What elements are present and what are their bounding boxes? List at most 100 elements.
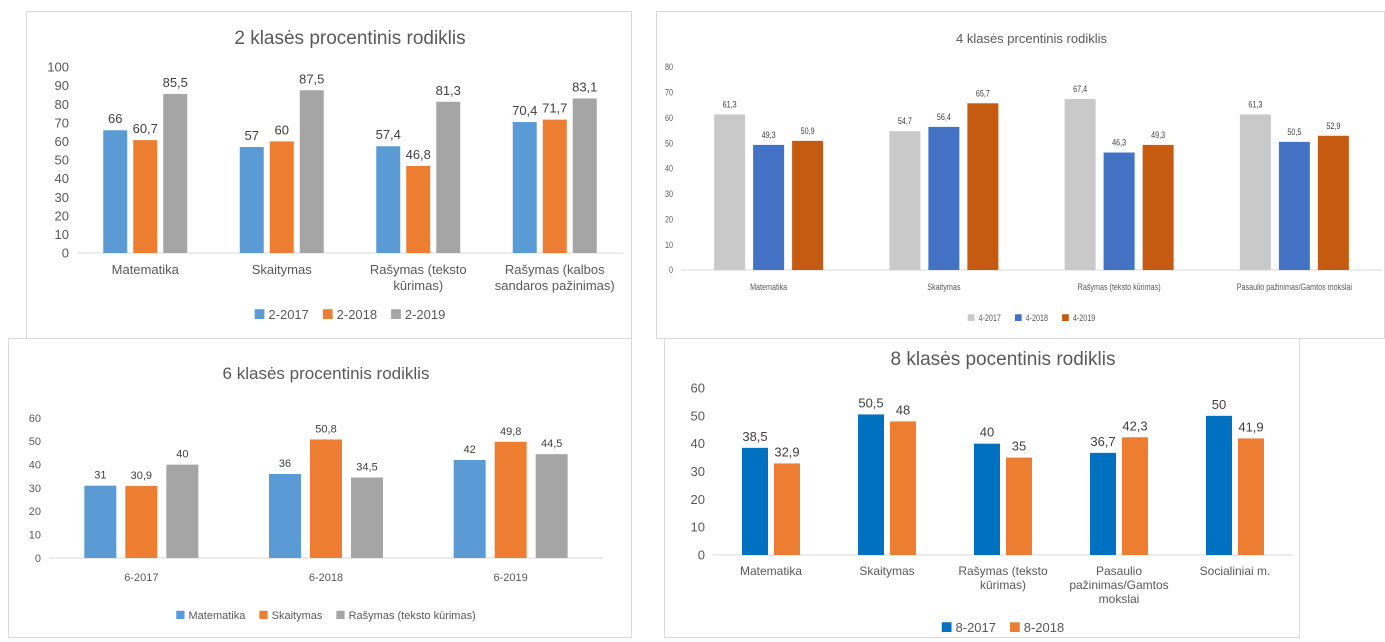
legend-label: Matematika <box>189 610 247 622</box>
legend-item: 4-2019 <box>1062 313 1096 323</box>
bar <box>494 441 527 558</box>
chart-grade-8: 8 klasės pocentinis rodiklis 0 10 20 30 40 50 6… <box>691 349 1293 635</box>
y-tick-label: 70 <box>665 88 673 98</box>
bar <box>1317 135 1349 270</box>
bar <box>1206 415 1232 555</box>
bar <box>133 140 158 253</box>
x-tick-label: Pasaulio pažinimas/Gamtos mokslai <box>1237 282 1352 292</box>
bar <box>376 146 401 253</box>
legend-label: Rašymas (teksto kūrimas) <box>349 610 476 622</box>
bar <box>406 165 431 253</box>
legend-label: 2-2018 <box>337 307 377 322</box>
data-label: 49,8 <box>500 426 521 438</box>
bar <box>542 119 567 253</box>
legend-label: 2-2019 <box>405 307 445 322</box>
data-label: 66 <box>108 111 122 126</box>
x-tick-label: Skaitymas <box>859 564 914 578</box>
y-tick-label: 30 <box>691 464 705 479</box>
data-label: 83,1 <box>572 79 597 94</box>
legend-item: 2-2017 <box>254 307 309 322</box>
bar <box>967 103 999 270</box>
data-label: 67,4 <box>1073 84 1087 94</box>
legend-swatch <box>322 309 333 319</box>
legend-item: 2-2018 <box>322 307 377 322</box>
bar <box>1103 152 1135 270</box>
legend-swatch <box>259 610 268 619</box>
legend-label: 4-2017 <box>978 313 1001 323</box>
bar <box>436 101 461 253</box>
x-tick-label: mokslai <box>1099 592 1140 606</box>
y-tick-label: 40 <box>691 436 705 451</box>
bar <box>714 114 746 270</box>
y-tick-label: 20 <box>691 492 705 507</box>
bar <box>310 439 342 558</box>
data-label: 70,4 <box>512 103 537 118</box>
data-label: 46,3 <box>1112 138 1126 148</box>
y-tick-label: 80 <box>55 97 69 112</box>
data-label: 57,4 <box>376 127 401 142</box>
y-tick-label: 10 <box>29 530 41 542</box>
x-tick-label: Rašymas (teksto kūrimas) <box>1078 282 1161 292</box>
bar <box>1238 438 1264 555</box>
y-tick-label: 70 <box>55 115 69 130</box>
y-tick-label: 60 <box>665 113 673 123</box>
y-tick-label: 100 <box>47 60 69 75</box>
x-tick-label: kūrimas) <box>393 278 443 293</box>
x-tick-label: Matematika <box>112 262 180 277</box>
data-label: 50,5 <box>1287 127 1301 137</box>
y-tick-label: 50 <box>55 153 69 168</box>
bar <box>125 485 158 558</box>
data-label: 38,5 <box>742 429 767 444</box>
data-label: 42 <box>464 444 476 456</box>
legend-swatch <box>176 610 185 619</box>
bar <box>299 90 324 253</box>
legend-item: 8-2018 <box>1010 620 1064 635</box>
y-tick-label: 60 <box>691 381 705 396</box>
x-tick-label: Skaitymas <box>252 262 312 277</box>
bar <box>572 98 597 254</box>
data-label: 60 <box>275 122 289 137</box>
data-label: 52,9 <box>1326 121 1340 131</box>
data-label: 65,7 <box>976 89 990 99</box>
legend-item: Rašymas (teksto kūrimas) <box>336 610 476 622</box>
data-label: 42,3 <box>1122 418 1147 433</box>
data-label: 49,3 <box>762 130 776 140</box>
legend-item: 4-2017 <box>967 313 1001 323</box>
y-tick-label: 30 <box>665 189 673 199</box>
y-tick-label: 0 <box>669 265 673 275</box>
data-label: 31 <box>94 470 106 482</box>
legend-swatch <box>941 622 952 632</box>
bar <box>351 477 383 558</box>
chart-title: 8 klasės pocentinis rodiklis <box>891 349 1116 370</box>
y-tick-label: 0 <box>698 548 705 563</box>
bar <box>858 414 884 555</box>
bar <box>163 93 188 253</box>
data-label: 50 <box>1212 397 1226 412</box>
data-label: 49,3 <box>1151 130 1165 140</box>
data-label: 81,3 <box>436 83 461 98</box>
legend-label: 4-2019 <box>1073 313 1096 323</box>
bar <box>1239 114 1271 270</box>
y-tick-label: 20 <box>55 208 69 223</box>
legend-item: 4-2018 <box>1014 313 1048 323</box>
legend-label: 8-2017 <box>956 620 996 635</box>
y-tick-label: 0 <box>35 553 41 565</box>
y-tick-label: 40 <box>665 164 673 174</box>
x-tick-label: 6-2017 <box>124 572 158 584</box>
data-label: 35 <box>1012 439 1026 454</box>
data-label: 44,5 <box>541 438 562 450</box>
bar <box>166 464 199 558</box>
y-tick-label: 0 <box>62 246 69 261</box>
data-label: 46,8 <box>406 147 431 162</box>
x-tick-label: Matematika <box>750 282 788 292</box>
bar <box>1142 144 1174 270</box>
chart-grade-4: 4 klasės prcentinis rodiklis 0 10 20 30 40 50 6… <box>665 31 1382 323</box>
bar <box>453 460 486 558</box>
bar <box>1090 452 1116 555</box>
bar <box>890 421 916 555</box>
y-tick-label: 50 <box>29 436 41 448</box>
y-tick-label: 80 <box>665 62 673 72</box>
y-tick-label: 60 <box>29 413 41 425</box>
y-tick-label: 30 <box>29 483 41 495</box>
bar <box>1006 457 1032 555</box>
